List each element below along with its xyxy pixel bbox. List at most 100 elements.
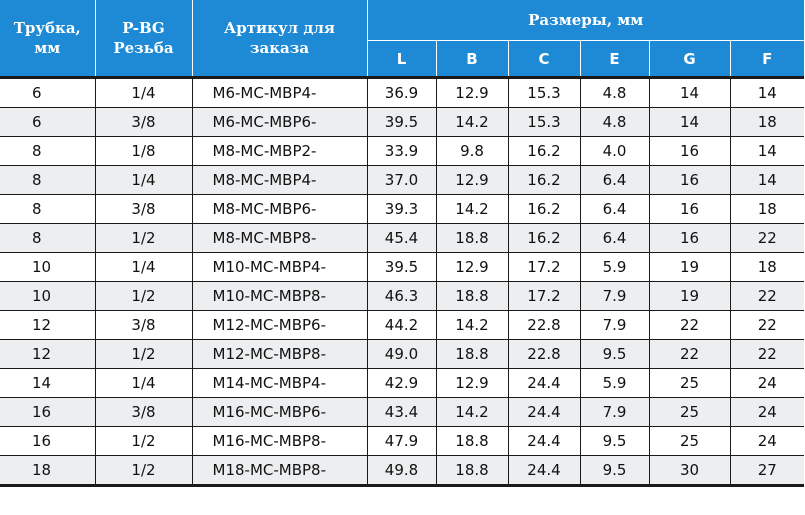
cell-dim-c: 24.4 [508,426,581,456]
cell-dim-g: 16 [649,223,731,253]
cell-dim-f: 14 [730,165,804,195]
cell-dim-g: 16 [649,194,731,224]
cell-dim-c: 15.3 [508,107,581,137]
cell-thread: 1/2 [95,223,193,253]
cell-dim-f: 18 [730,107,804,137]
cell-dim-c: 16.2 [508,194,581,224]
cell-dim-l: 46.3 [367,281,437,311]
cell-dim-f: 24 [730,426,804,456]
cell-article: M8-MC-MBP4- [192,165,368,195]
cell-dim-e: 9.5 [580,426,650,456]
cell-dim-l: 43.4 [367,397,437,427]
table-row: 10 1/2 M10-MC-MBP8- 46.3 18.8 17.2 7.9 19 22 [0,281,804,311]
cell-dim-b: 14.2 [436,107,509,137]
table-body: 6 1/4 M6-MC-MBP4- 36.9 12.9 15.3 4.8 14 14 6 3/8 M6… [0,76,804,487]
cell-dim-e: 9.5 [580,339,650,369]
cell-dim-g: 22 [649,339,731,369]
table-row: 6 3/8 M6-MC-MBP6- 39.5 14.2 15.3 4.8 14 18 [0,107,804,137]
cell-thread: 1/4 [95,252,193,282]
header-thread: P-BG Резьба [95,0,193,78]
cell-dim-f: 18 [730,252,804,282]
cell-dim-g: 14 [649,107,731,137]
table-row: 16 1/2 M16-MC-MBP8- 47.9 18.8 24.4 9.5 25 24 [0,426,804,456]
table-row: 12 3/8 M12-MC-MBP6- 44.2 14.2 22.8 7.9 22 22 [0,310,804,340]
cell-dim-e: 7.9 [580,397,650,427]
cell-dim-f: 27 [730,455,804,487]
cell-dim-l: 42.9 [367,368,437,398]
table-row: 8 1/2 M8-MC-MBP8- 45.4 18.8 16.2 6.4 16 22 [0,223,804,253]
cell-dim-f: 14 [730,136,804,166]
cell-tube: 6 [0,107,96,137]
cell-article: M8-MC-MBP2- [192,136,368,166]
header-dim-f: F [730,40,804,78]
table-row: 8 1/8 M8-MC-MBP2- 33.9 9.8 16.2 4.0 16 14 [0,136,804,166]
cell-dim-c: 17.2 [508,281,581,311]
cell-dim-l: 47.9 [367,426,437,456]
sizes-table: Трубка, мм P-BG Резьба Артикул для заказ… [0,0,804,487]
cell-article: M12-MC-MBP8- [192,339,368,369]
cell-dim-f: 18 [730,194,804,224]
cell-dim-g: 16 [649,136,731,166]
cell-dim-l: 36.9 [367,76,437,108]
cell-dim-g: 22 [649,310,731,340]
cell-dim-l: 39.3 [367,194,437,224]
cell-dim-f: 22 [730,339,804,369]
cell-dim-g: 25 [649,368,731,398]
header-dim-b: B [436,40,509,78]
cell-tube: 8 [0,165,96,195]
cell-dim-f: 24 [730,368,804,398]
cell-dim-b: 18.8 [436,339,509,369]
cell-dim-c: 22.8 [508,339,581,369]
cell-dim-b: 14.2 [436,194,509,224]
cell-dim-l: 49.0 [367,339,437,369]
table-row: 18 1/2 M18-MC-MBP8- 49.8 18.8 24.4 9.5 30 27 [0,455,804,487]
cell-dim-e: 7.9 [580,281,650,311]
cell-dim-b: 9.8 [436,136,509,166]
cell-thread: 1/2 [95,339,193,369]
cell-dim-c: 15.3 [508,76,581,108]
cell-tube: 8 [0,194,96,224]
cell-dim-e: 5.9 [580,368,650,398]
cell-dim-f: 22 [730,223,804,253]
cell-thread: 1/2 [95,455,193,487]
header-tube: Трубка, мм [0,0,96,78]
cell-dim-c: 16.2 [508,165,581,195]
cell-dim-e: 4.8 [580,107,650,137]
table-row: 16 3/8 M16-MC-MBP6- 43.4 14.2 24.4 7.9 25 24 [0,397,804,427]
cell-dim-b: 12.9 [436,252,509,282]
table-row: 14 1/4 M14-MC-MBP4- 42.9 12.9 24.4 5.9 25 24 [0,368,804,398]
table-row: 6 1/4 M6-MC-MBP4- 36.9 12.9 15.3 4.8 14 14 [0,76,804,108]
cell-thread: 3/8 [95,310,193,340]
cell-thread: 3/8 [95,107,193,137]
cell-thread: 1/8 [95,136,193,166]
cell-dim-b: 12.9 [436,165,509,195]
cell-thread: 1/4 [95,76,193,108]
table-row: 12 1/2 M12-MC-MBP8- 49.0 18.8 22.8 9.5 22 22 [0,339,804,369]
cell-dim-g: 16 [649,165,731,195]
cell-dim-l: 49.8 [367,455,437,487]
cell-dim-l: 44.2 [367,310,437,340]
cell-thread: 1/4 [95,165,193,195]
cell-dim-e: 7.9 [580,310,650,340]
cell-dim-g: 25 [649,426,731,456]
cell-thread: 3/8 [95,194,193,224]
cell-thread: 1/4 [95,368,193,398]
cell-tube: 10 [0,281,96,311]
cell-article: M8-MC-MBP8- [192,223,368,253]
header-dim-e: E [580,40,650,78]
cell-dim-f: 22 [730,310,804,340]
cell-dim-c: 24.4 [508,368,581,398]
cell-dim-b: 12.9 [436,368,509,398]
header-article: Артикул для заказа [192,0,368,78]
cell-dim-l: 37.0 [367,165,437,195]
cell-thread: 1/2 [95,426,193,456]
cell-tube: 8 [0,223,96,253]
cell-dim-b: 18.8 [436,455,509,487]
cell-thread: 3/8 [95,397,193,427]
cell-dim-l: 33.9 [367,136,437,166]
cell-article: M6-MC-MBP6- [192,107,368,137]
table-row: 8 1/4 M8-MC-MBP4- 37.0 12.9 16.2 6.4 16 14 [0,165,804,195]
cell-article: M18-MC-MBP8- [192,455,368,487]
table-row: 10 1/4 M10-MC-MBP4- 39.5 12.9 17.2 5.9 19 18 [0,252,804,282]
header-sizes: Размеры, мм [367,0,804,41]
